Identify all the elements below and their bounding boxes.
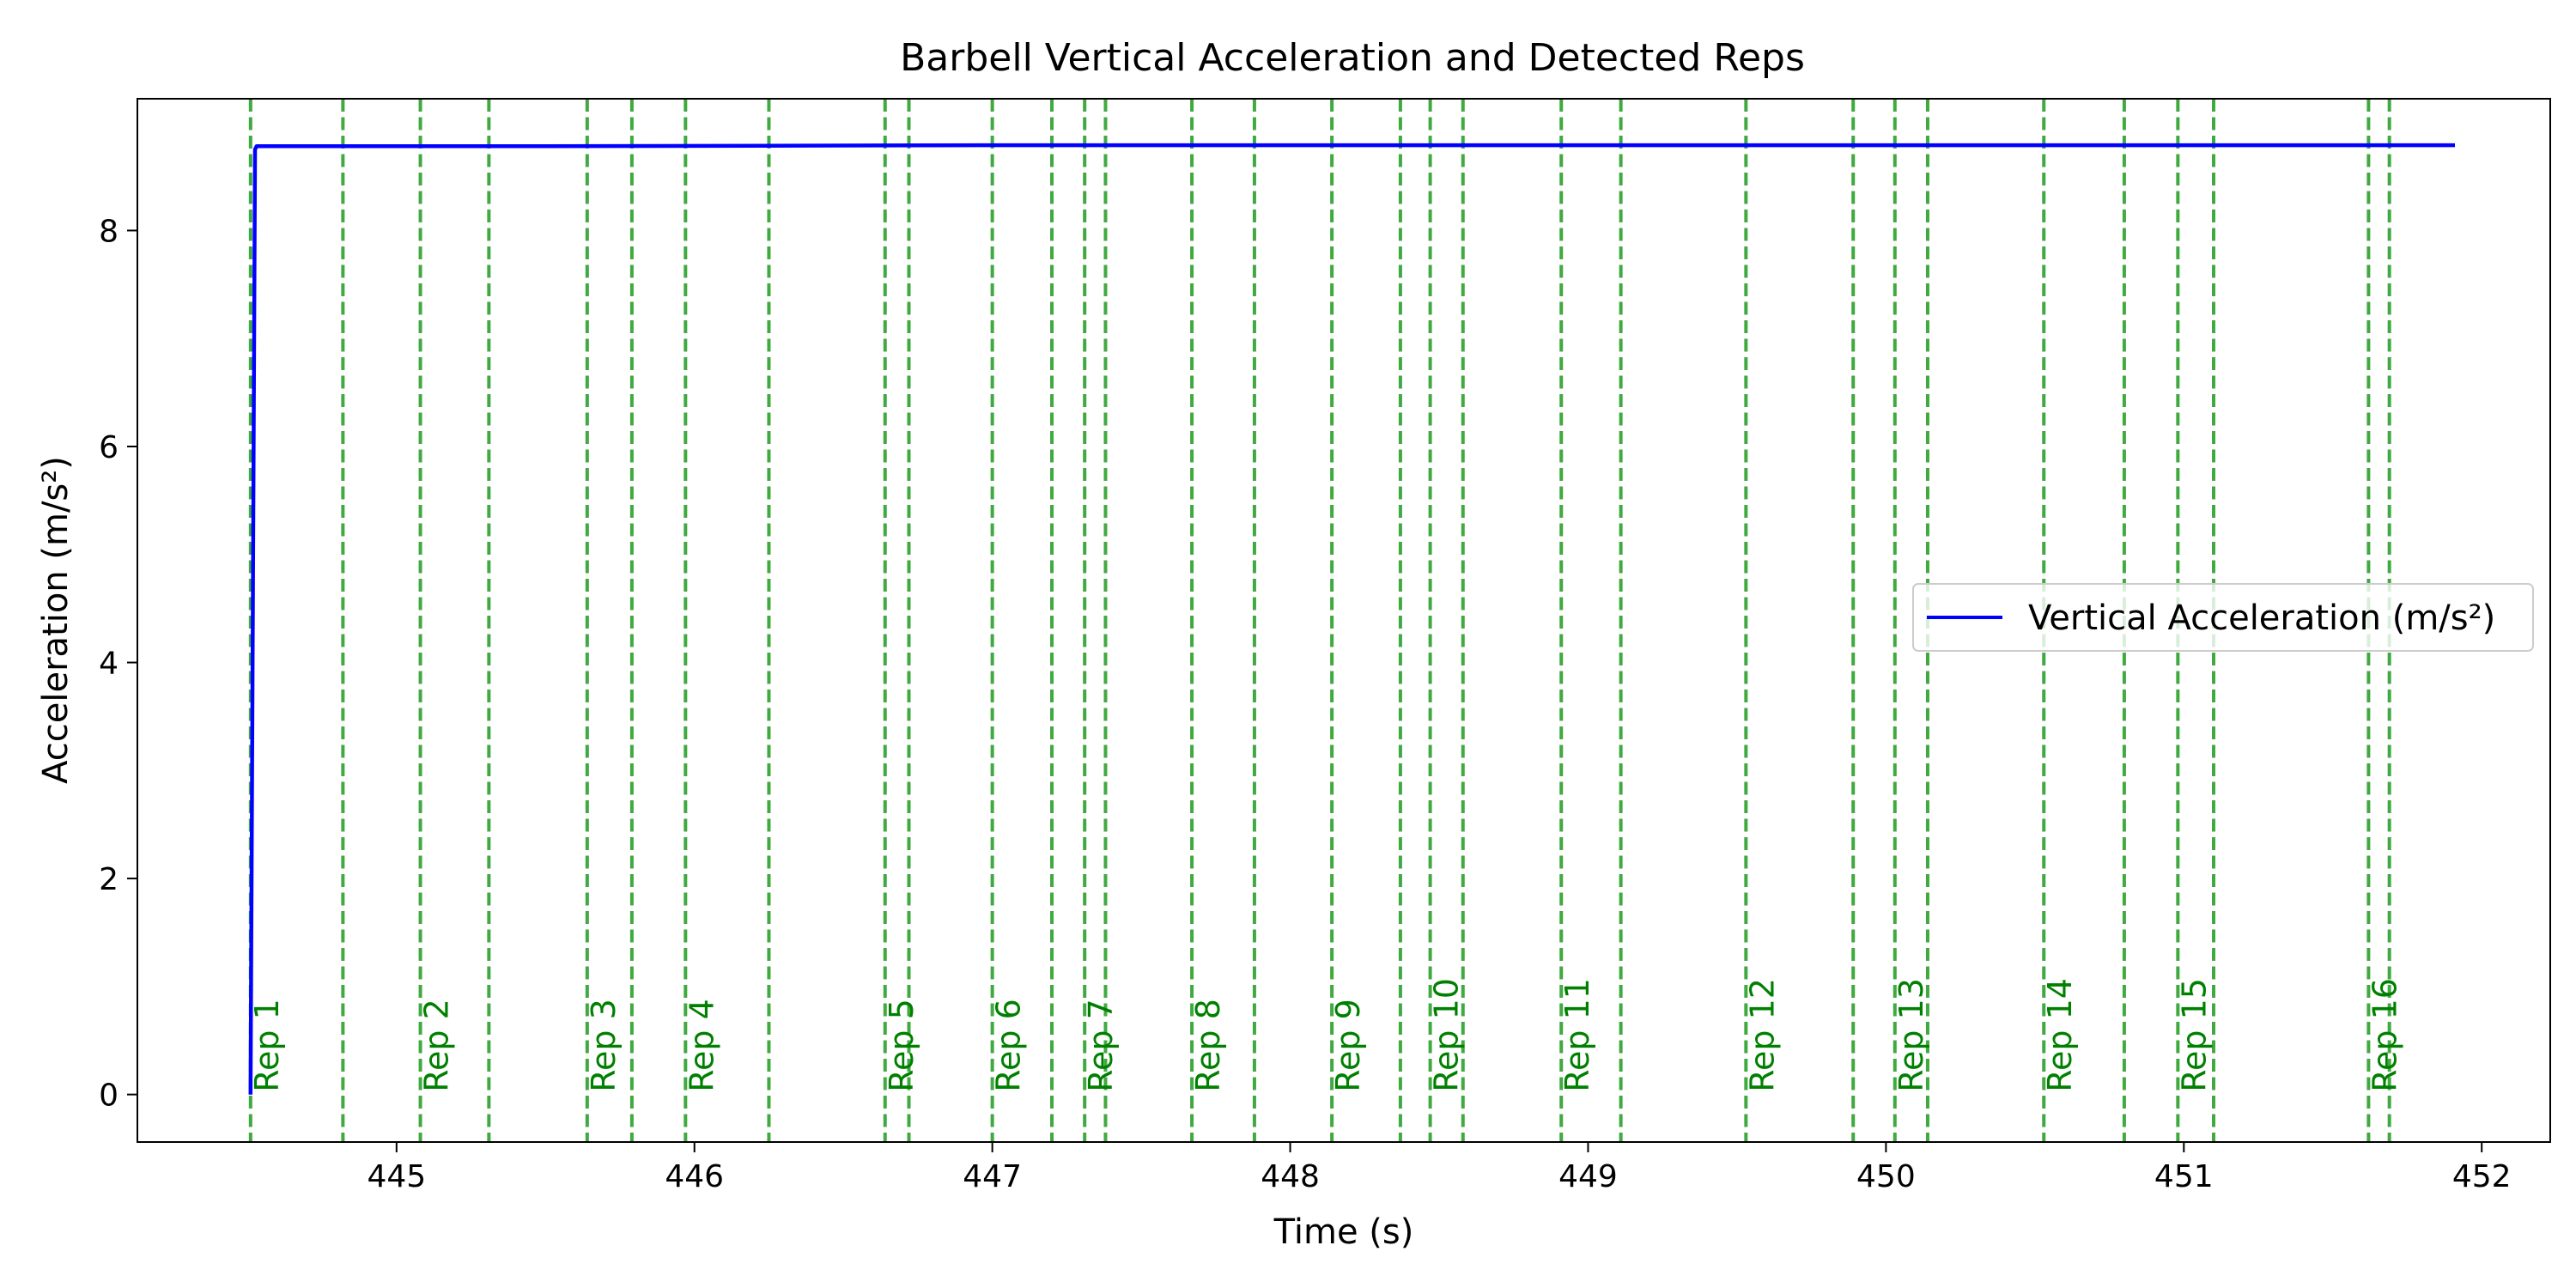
x-axis: 445 446 447 448 449 450 451 452	[367, 1142, 2512, 1194]
x-tick-label: 452	[2452, 1159, 2512, 1194]
x-tick-label: 446	[665, 1159, 724, 1194]
chart-title: Barbell Vertical Acceleration and Detect…	[900, 36, 1805, 80]
rep-label: Rep 6	[990, 999, 1028, 1091]
rep-label: Rep 14	[2041, 978, 2079, 1092]
y-tick-label: 0	[99, 1078, 118, 1114]
rep-label: Rep 12	[1743, 978, 1781, 1092]
rep-label: Rep 13	[1893, 978, 1930, 1092]
x-axis-label: Time (s)	[1273, 1212, 1414, 1252]
y-axis: 0 2 4 6 8	[99, 214, 137, 1114]
x-tick-label: 451	[2154, 1159, 2214, 1194]
rep-label: Rep 8	[1189, 999, 1227, 1091]
x-tick-label: 450	[1856, 1159, 1916, 1194]
rep-label: Rep 2	[418, 999, 456, 1091]
rep-label: Rep 16	[2366, 978, 2403, 1092]
rep-label: Rep 5	[883, 999, 920, 1091]
y-tick-label: 6	[99, 430, 118, 465]
y-tick-label: 4	[99, 647, 118, 682]
rep-lines	[248, 99, 2391, 1142]
rep-label: Rep 11	[1558, 978, 1596, 1092]
rep-label: Rep 7	[1082, 999, 1120, 1091]
rep-label: Rep 3	[585, 999, 623, 1091]
x-tick-label: 447	[963, 1159, 1022, 1194]
legend-box	[1912, 583, 2534, 652]
legend: Vertical Acceleration (m/s²)	[1912, 583, 2534, 652]
rep-label: Rep 15	[2175, 978, 2213, 1092]
series-layer	[248, 143, 2455, 1095]
y-axis-label: Acceleration (m/s²)	[36, 456, 76, 784]
x-tick-label: 448	[1261, 1159, 1320, 1194]
rep-label: Rep 9	[1329, 999, 1367, 1091]
x-tick-label: 449	[1558, 1159, 1618, 1194]
y-tick-label: 8	[99, 214, 118, 249]
legend-label: Vertical Acceleration (m/s²)	[2028, 598, 2495, 638]
y-tick-label: 2	[99, 862, 118, 897]
series-line	[248, 143, 2455, 1095]
rep-label: Rep 1	[248, 999, 286, 1091]
x-tick-label: 445	[367, 1159, 426, 1194]
rep-label: Rep 10	[1428, 978, 1466, 1092]
rep-label: Rep 4	[683, 999, 720, 1091]
plot-frame	[137, 98, 2551, 1143]
rep-labels: Rep 1 Rep 2 Rep 3 Rep 4 Rep 5 Rep 6 Rep 7 Rep 8…	[248, 978, 2404, 1092]
